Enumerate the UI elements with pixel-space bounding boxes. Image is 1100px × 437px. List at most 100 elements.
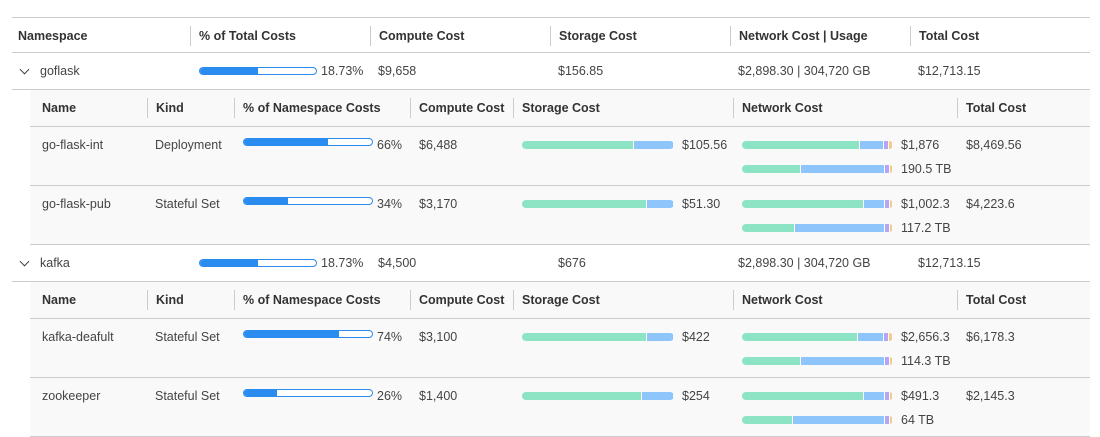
workload-row[interactable]: zookeeper Stateful Set 26% $1,400 $254 $491.3… <box>30 378 1090 437</box>
percent-bar-fill <box>244 139 329 145</box>
bar-segment <box>889 200 893 208</box>
namespace-name-cell: kafka <box>19 245 70 281</box>
network-cost: $1,876 <box>901 138 940 152</box>
stacked-bar <box>742 392 893 400</box>
subheader-kind[interactable]: Kind <box>147 98 234 118</box>
header-compute[interactable]: Compute Cost <box>370 26 550 46</box>
network-cost-line: $491.3 <box>742 389 939 403</box>
workload-storage: $254 <box>682 389 710 403</box>
header-namespace[interactable]: Namespace <box>18 29 88 43</box>
bar-segment <box>889 357 893 365</box>
network-usage: 64 TB <box>901 413 935 427</box>
bar-segment <box>883 333 890 341</box>
workload-storage-cell: $105.56 <box>522 138 727 162</box>
bar-segment <box>885 200 890 208</box>
network-cost: $2,656.3 <box>901 330 950 344</box>
bar-segment <box>800 357 886 365</box>
namespace-storage: $676 <box>558 256 586 270</box>
bar-segment <box>864 200 886 208</box>
workload-name: go-flask-pub <box>42 197 111 211</box>
bar-segment <box>642 392 674 400</box>
header-total[interactable]: Total Cost <box>910 26 1090 46</box>
subheader-total[interactable]: Total Cost <box>957 98 1090 118</box>
workload-row[interactable]: go-flask-int Deployment 66% $6,488 $105.56 $1… <box>30 127 1090 186</box>
bar-segment <box>742 141 860 149</box>
percent-bar-fill <box>244 390 278 396</box>
network-usage-line: 190.5 TB <box>742 162 952 176</box>
workload-network-cell: $2,656.3 114.3 TB <box>742 330 951 378</box>
stacked-bar <box>742 141 893 149</box>
workload-total: $4,223.6 <box>966 197 1015 211</box>
table-header: Namespace % of Total Costs Compute Cost Sto… <box>12 18 1090 53</box>
percent-bar-fill <box>244 198 288 204</box>
bar-segment <box>794 224 886 232</box>
bar-segment <box>522 392 643 400</box>
bar-segment <box>889 224 893 232</box>
stacked-bar <box>742 357 893 365</box>
network-cost: $491.3 <box>901 389 940 403</box>
header-pct-total[interactable]: % of Total Costs <box>190 26 370 46</box>
network-usage-line: 117.2 TB <box>742 221 951 235</box>
workload-compute: $1,400 <box>419 389 458 403</box>
workload-total: $8,469.56 <box>966 138 1022 152</box>
stacked-bar <box>742 333 893 341</box>
bar-segment <box>742 165 801 173</box>
workload-row[interactable]: kafka-deafult Stateful Set 74% $3,100 $422 $2… <box>30 319 1090 378</box>
bar-segment <box>885 224 890 232</box>
chevron-down-icon[interactable] <box>19 64 30 74</box>
workload-header: Name Kind% of Namespace Costs Compute Cost… <box>30 282 1090 319</box>
workload-compute: $3,170 <box>419 197 458 211</box>
workload-kind: Stateful Set <box>155 197 220 211</box>
namespace-network: $2,898.30 | 304,720 GB <box>738 64 871 78</box>
bar-segment <box>742 416 794 424</box>
namespace-total: $12,713.15 <box>918 64 981 78</box>
stacked-bar <box>522 141 674 149</box>
percent-bar-fill <box>200 260 258 266</box>
workload-name: kafka-deafult <box>42 330 114 344</box>
header-storage[interactable]: Storage Cost <box>550 26 730 46</box>
namespace-name: kafka <box>40 256 70 270</box>
subheader-storage[interactable]: Storage Cost <box>513 98 733 118</box>
cost-table: Namespace% of Total Costs Compute Cost Sto… <box>12 17 1090 437</box>
bar-segment <box>742 333 859 341</box>
bar-segment <box>885 416 890 424</box>
workload-total: $2,145.3 <box>966 389 1015 403</box>
subheader-kind[interactable]: Kind <box>147 290 234 310</box>
bar-segment <box>885 165 890 173</box>
percent-bar <box>243 330 373 338</box>
subheader-network[interactable]: Network Cost <box>733 290 957 310</box>
subheader-name[interactable]: Name <box>42 101 77 115</box>
bar-segment <box>889 141 893 149</box>
bar-segment <box>864 392 886 400</box>
namespace-storage: $156.85 <box>558 64 604 78</box>
subheader-pct[interactable]: % of Namespace Costs <box>234 98 410 118</box>
namespace-row[interactable]: goflask 18.73% $9,658 $156.85 $2,898.30 | 30… <box>12 53 1090 90</box>
subheader-total[interactable]: Total Cost <box>957 290 1090 310</box>
percent-bar <box>243 389 373 397</box>
subheader-compute[interactable]: Compute Cost <box>410 98 513 118</box>
storage-line: $105.56 <box>522 138 727 152</box>
header-network[interactable]: Network Cost | Usage <box>730 26 910 46</box>
workload-network-cell: $1,002.3 117.2 TB <box>742 197 951 245</box>
chevron-down-icon[interactable] <box>19 256 30 266</box>
workload-kind: Stateful Set <box>155 330 220 344</box>
subheader-pct[interactable]: % of Namespace Costs <box>234 290 410 310</box>
network-cost-line: $2,656.3 <box>742 330 950 344</box>
bar-segment <box>859 141 884 149</box>
subheader-name[interactable]: Name <box>42 293 77 307</box>
workload-pct: 34% <box>377 197 403 211</box>
bar-segment <box>885 392 890 400</box>
network-usage: 117.2 TB <box>901 221 951 235</box>
subheader-compute[interactable]: Compute Cost <box>410 290 513 310</box>
workload-storage-cell: $254 <box>522 389 710 413</box>
subheader-storage[interactable]: Storage Cost <box>513 290 733 310</box>
workload-row[interactable]: go-flask-pub Stateful Set 34% $3,170 $51.30 $… <box>30 186 1090 245</box>
workload-storage: $51.30 <box>682 197 721 211</box>
percent-bar <box>199 67 317 75</box>
stacked-bar <box>742 224 893 232</box>
namespace-row[interactable]: kafka 18.73% $4,500 $676 $2,898.30 | 304,720… <box>12 245 1090 282</box>
namespace-name-cell: goflask <box>19 53 80 89</box>
namespace-pct-cell: 18.73% <box>199 245 363 281</box>
subheader-network[interactable]: Network Cost <box>733 98 957 118</box>
workload-pct: 74% <box>377 330 403 344</box>
